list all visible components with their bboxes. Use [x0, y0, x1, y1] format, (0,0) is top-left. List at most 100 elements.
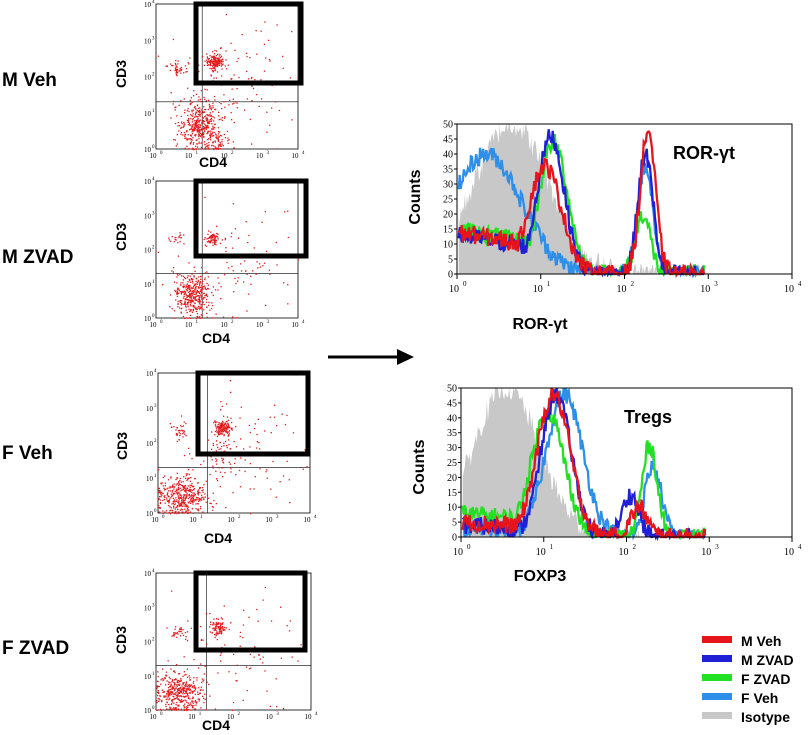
y-axis-label: CD3	[113, 626, 129, 654]
data-dot	[223, 442, 225, 444]
data-dot	[194, 116, 196, 118]
histogram-title: Tregs	[624, 407, 672, 427]
data-dot	[159, 699, 161, 701]
data-dot	[187, 287, 189, 290]
data-dot	[182, 695, 185, 698]
data-dot	[167, 500, 169, 502]
data-dot	[206, 89, 208, 91]
data-dot	[197, 124, 199, 126]
data-dot	[262, 599, 264, 601]
data-dot	[198, 498, 200, 501]
data-dot	[176, 143, 178, 145]
x-tick-label: 10	[784, 284, 794, 295]
data-dot	[270, 432, 272, 434]
data-dot	[186, 668, 188, 670]
data-dot	[248, 234, 250, 237]
data-dot	[204, 285, 206, 287]
data-dot	[211, 145, 213, 147]
data-dot	[172, 509, 174, 512]
data-dot	[215, 458, 217, 460]
data-dot	[176, 685, 179, 687]
data-dot	[178, 483, 180, 485]
data-dot	[192, 702, 194, 704]
data-dot	[194, 125, 196, 127]
data-dot	[219, 131, 221, 133]
data-dot	[206, 118, 208, 121]
data-dot	[236, 88, 238, 90]
data-dot	[214, 63, 217, 65]
data-dot	[203, 141, 206, 143]
data-dot	[198, 70, 200, 73]
data-dot	[188, 295, 190, 297]
data-dot	[211, 236, 213, 238]
data-dot	[176, 434, 178, 436]
data-dot	[224, 450, 226, 452]
data-dot	[191, 686, 193, 689]
data-dot	[239, 417, 241, 419]
data-dot	[193, 680, 195, 683]
data-dot	[201, 286, 203, 288]
data-dot	[175, 63, 177, 66]
data-dot	[190, 497, 193, 499]
data-dot	[235, 426, 237, 428]
data-dot	[230, 471, 232, 473]
data-dot	[209, 63, 212, 65]
data-dot	[184, 299, 186, 301]
data-dot	[184, 494, 186, 496]
data-dot	[204, 295, 206, 297]
data-dot	[211, 51, 214, 53]
data-dot	[255, 273, 257, 275]
data-dot	[184, 109, 186, 111]
data-dot	[191, 701, 193, 703]
data-dot	[237, 237, 240, 239]
data-dot	[218, 428, 220, 430]
data-dot	[192, 115, 194, 117]
data-dot	[240, 263, 242, 265]
data-dot	[178, 673, 181, 675]
data-dot	[223, 605, 225, 607]
data-dot	[169, 306, 171, 308]
data-dot	[201, 137, 203, 139]
data-dot	[217, 446, 219, 448]
data-dot	[169, 706, 171, 708]
data-dot	[178, 288, 180, 290]
data-dot	[215, 426, 217, 428]
row-label-f-zvad: F ZVAD	[2, 638, 69, 659]
data-dot	[207, 57, 209, 59]
data-dot	[193, 684, 195, 687]
data-dot	[193, 306, 195, 308]
data-dot	[220, 118, 222, 120]
gate-box	[193, 1, 304, 86]
data-dot	[196, 109, 198, 112]
data-dot	[187, 286, 189, 288]
data-dot	[228, 444, 230, 446]
data-dot	[183, 505, 185, 507]
data-dot	[206, 282, 208, 285]
data-dot	[195, 108, 197, 110]
data-dot	[198, 287, 200, 289]
data-dot	[257, 620, 259, 622]
data-dot	[187, 124, 190, 126]
data-dot	[207, 108, 209, 111]
data-dot	[264, 670, 266, 672]
data-dot	[233, 102, 235, 104]
data-dot	[192, 117, 194, 120]
data-dot	[171, 681, 173, 683]
data-dot	[158, 469, 160, 471]
data-dot	[174, 503, 177, 505]
data-dot	[220, 55, 223, 57]
data-dot	[214, 624, 216, 626]
data-dot	[173, 499, 176, 501]
data-dot	[304, 449, 306, 451]
data-dot	[217, 277, 219, 279]
data-dot	[192, 130, 194, 132]
data-dot	[179, 307, 181, 309]
data-dot	[204, 115, 207, 117]
data-dot	[179, 691, 182, 693]
y-tick-exponent: 2	[152, 638, 155, 643]
data-dot	[219, 626, 221, 628]
data-dot	[214, 141, 217, 143]
y-tick-label: 15	[443, 225, 453, 236]
x-tick-exponent: 0	[160, 712, 163, 717]
